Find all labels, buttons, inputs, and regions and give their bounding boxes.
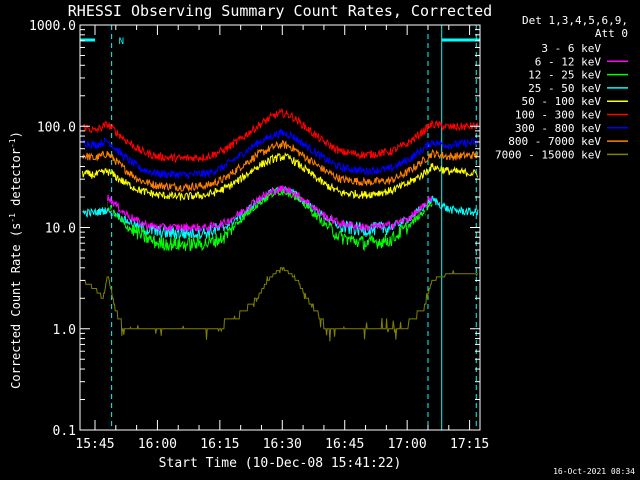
x-tick-label: 16:15 [200, 437, 239, 452]
legend-header-line-2: Att 0 [595, 27, 628, 40]
x-tick-label: 16:30 [263, 437, 302, 452]
y-tick-label: 0.1 [53, 424, 76, 439]
series-line [82, 128, 479, 181]
x-tick-label: 17:15 [450, 437, 489, 452]
series-line [107, 188, 433, 252]
chart-title: RHESSI Observing Summary Count Rates, Co… [68, 2, 492, 20]
x-axis-label: Start Time (10-Dec-08 15:41:22) [159, 456, 402, 471]
y-axis-label-sup2: -1 [8, 138, 17, 148]
x-tick-label: 16:00 [138, 437, 177, 452]
legend-label: 3 - 6 keV [541, 42, 601, 55]
footer-date: 16-Oct-2021 08:34 [553, 467, 635, 476]
y-axis-label: Corrected Count Rate (s-1 detector-1) [8, 131, 23, 389]
y-tick-label: 1.0 [53, 323, 76, 338]
series-line [82, 107, 479, 164]
legend-label: 800 - 7000 keV [508, 135, 601, 148]
legend-label: 25 - 50 keV [528, 82, 601, 95]
y-axis-label-end: ) [9, 131, 23, 138]
x-tick-label: 15:45 [75, 437, 114, 452]
y-axis-label-start: Corrected Count Rate (s [9, 223, 23, 389]
series-line [82, 152, 478, 201]
series-line [82, 140, 479, 193]
x-axis: 15:45 16:00 16:15 16:30 16:45 17:00 17:15 [75, 25, 489, 452]
y-tick-label: 100.0 [37, 120, 76, 135]
series-line [82, 267, 478, 342]
night-marker-label: N [119, 37, 124, 47]
x-tick-label: 16:45 [325, 437, 364, 452]
legend-label: 300 - 800 keV [515, 122, 601, 135]
y-axis-label-mid: detector [9, 148, 23, 213]
legend-label: 50 - 100 keV [522, 95, 602, 108]
y-axis-label-sup1: -1 [8, 213, 17, 223]
series-line [107, 184, 433, 233]
series-line [107, 199, 433, 271]
x-tick-label: 17:00 [388, 437, 427, 452]
legend-label: 100 - 300 keV [515, 109, 601, 122]
y-axis: 1000.0 100.0 10.0 1.0 0.1 [29, 19, 480, 439]
series-lines [82, 107, 479, 342]
legend-header-line-1: Det 1,3,4,5,6,9, [522, 14, 628, 27]
legend-label: 7000 - 15000 keV [495, 148, 601, 161]
legend-label: 6 - 12 keV [535, 55, 602, 68]
y-tick-label: 10.0 [45, 222, 76, 237]
y-tick-label: 1000.0 [29, 19, 76, 34]
legend-label: 12 - 25 keV [528, 69, 601, 82]
